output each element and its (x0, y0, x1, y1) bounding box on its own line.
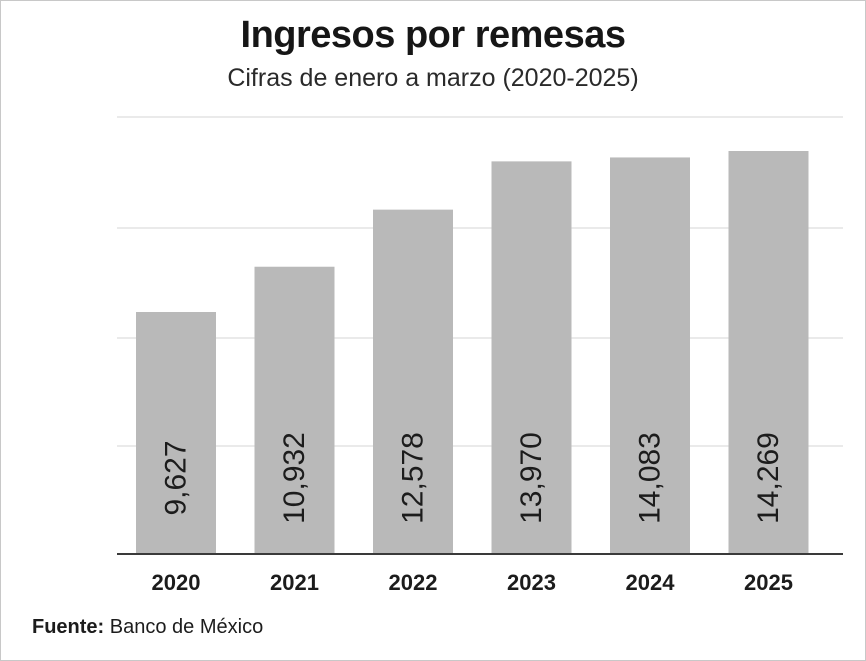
value-label-2020: 9,627 (160, 440, 193, 515)
bar-2023 (491, 161, 572, 554)
bar-2022 (373, 209, 453, 553)
source-note: Fuente: Banco de México (32, 616, 263, 639)
x-tick-labels: 2020 2021 2022 2023 2024 2025 (152, 570, 793, 595)
value-label-2022: 12,578 (397, 432, 430, 524)
x-tick-label-2023: 2023 (507, 570, 556, 595)
bar-2020 (136, 312, 216, 553)
value-label-2024: 14,083 (634, 432, 667, 524)
x-tick-label-2022: 2022 (389, 570, 438, 595)
value-label-2021: 10,932 (278, 432, 311, 524)
bar-2021 (254, 266, 335, 553)
chart-subtitle: Cifras de enero a marzo (2020-2025) (227, 64, 639, 92)
gridlines (117, 116, 843, 447)
chart-title: Ingresos por remesas (240, 14, 626, 56)
x-tick-label-2025: 2025 (744, 570, 793, 595)
x-tick-label-2021: 2021 (270, 570, 319, 595)
source-label: Fuente: (32, 616, 105, 638)
bar-2024 (610, 157, 690, 553)
bar-2025 (728, 151, 809, 553)
value-labels: 9,627 10,932 12,578 13,970 14,083 14,269 (160, 432, 786, 524)
source-text: Banco de México (109, 616, 264, 638)
bars (136, 151, 809, 554)
value-label-2025: 14,269 (752, 432, 785, 524)
value-label-2023: 13,970 (515, 432, 548, 524)
x-tick-label-2024: 2024 (626, 570, 676, 595)
x-tick-label-2020: 2020 (152, 570, 201, 595)
